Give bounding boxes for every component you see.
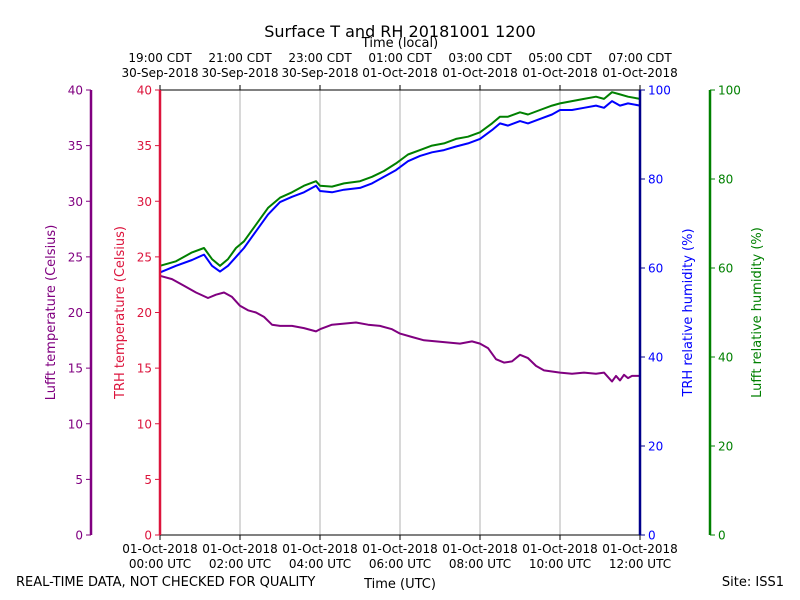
x-tick-time-0: 00:00 UTC — [129, 557, 191, 571]
x-axis-label: Time (UTC) — [363, 577, 436, 592]
top-x-axis-label: Time (local) — [361, 36, 438, 51]
lufft-rh-tick-label-3: 60 — [718, 262, 733, 276]
trh-temp-tick-label-3: 15 — [137, 362, 152, 376]
top-tick-time-6: 07:00 CDT — [608, 51, 672, 65]
trh-temp-tick-label-0: 0 — [144, 529, 152, 543]
x-tick-time-1: 02:00 UTC — [209, 557, 271, 571]
top-tick-date-3: 01-Oct-2018 — [362, 66, 438, 80]
lufft-rh-tick-label-5: 100 — [718, 84, 741, 98]
top-tick-time-0: 19:00 CDT — [128, 51, 192, 65]
top-tick-time-3: 01:00 CDT — [368, 51, 432, 65]
lufft-rh-tick-label-2: 40 — [718, 351, 733, 365]
trh-rh-tick-label-4: 80 — [648, 173, 663, 187]
lufft-rh-tick-label-0: 0 — [718, 529, 726, 543]
top-tick-time-5: 05:00 CDT — [528, 51, 592, 65]
lufft-temp-tick-label-3: 15 — [68, 362, 83, 376]
trh-temp-tick-label-5: 25 — [137, 250, 152, 264]
chart-text: Surface T and RH 20181001 1200 Time (loc… — [264, 22, 536, 592]
trh-temp-tick-label-2: 10 — [137, 417, 152, 431]
series-line-2 — [159, 91, 641, 267]
trh-temp-tick-label-1: 5 — [144, 473, 152, 487]
lufft-temp-label: Lufft temperature (Celsius) — [44, 225, 59, 401]
x-tick-date-0: 01-Oct-2018 — [122, 542, 198, 556]
lufft-temp-tick-label-4: 20 — [68, 306, 83, 320]
x-tick-time-3: 06:00 UTC — [369, 557, 431, 571]
x-tick-time-4: 08:00 UTC — [449, 557, 511, 571]
trh-rh-tick-label-3: 60 — [648, 262, 663, 276]
x-tick-date-1: 01-Oct-2018 — [202, 542, 278, 556]
trh-rh-tick-label-0: 0 — [648, 529, 656, 543]
lufft-temp-tick-label-1: 5 — [75, 473, 83, 487]
lufft-temp-tick-label-2: 10 — [68, 417, 83, 431]
x-tick-date-6: 01-Oct-2018 — [602, 542, 678, 556]
series-line-1 — [159, 100, 641, 274]
lufft-rh-tick-label-1: 20 — [718, 440, 733, 454]
trh-rh-label: TRH relative humidity (%) — [681, 228, 696, 397]
trh-temp-tick-label-8: 40 — [137, 84, 152, 98]
x-tick-time-2: 04:00 UTC — [289, 557, 351, 571]
trh-rh-tick-label-1: 20 — [648, 440, 663, 454]
top-tick-date-6: 01-Oct-2018 — [602, 66, 678, 80]
site-label: Site: ISS1 — [721, 575, 784, 590]
x-tick-date-2: 01-Oct-2018 — [282, 542, 358, 556]
quality-note: REAL-TIME DATA, NOT CHECKED FOR QUALITY — [16, 575, 316, 590]
series-line-0 — [159, 274, 640, 383]
top-tick-time-2: 23:00 CDT — [288, 51, 352, 65]
trh-temp-label: TRH temperature (Celsius) — [113, 226, 128, 400]
top-tick-date-4: 01-Oct-2018 — [442, 66, 518, 80]
top-tick-date-0: 30-Sep-2018 — [121, 66, 198, 80]
lufft-temp-tick-label-5: 25 — [68, 250, 83, 264]
chart-title: Surface T and RH 20181001 1200 — [264, 22, 536, 41]
x-tick-time-5: 10:00 UTC — [529, 557, 591, 571]
x-tick-date-3: 01-Oct-2018 — [362, 542, 438, 556]
trh-rh-tick-label-5: 100 — [648, 84, 671, 98]
trh-temp-tick-label-7: 35 — [137, 139, 152, 153]
top-tick-time-1: 21:00 CDT — [208, 51, 272, 65]
top-tick-time-4: 03:00 CDT — [448, 51, 512, 65]
lufft-temp-tick-label-7: 35 — [68, 139, 83, 153]
top-tick-date-2: 30-Sep-2018 — [281, 66, 358, 80]
lufft-rh-tick-label-4: 80 — [718, 173, 733, 187]
lufft-rh-label: Lufft relative humidity (%) — [750, 227, 765, 398]
lufft-temp-tick-label-8: 40 — [68, 84, 83, 98]
lufft-temp-tick-label-0: 0 — [75, 529, 83, 543]
x-tick-time-6: 12:00 UTC — [609, 557, 671, 571]
top-tick-date-5: 01-Oct-2018 — [522, 66, 598, 80]
lufft-temp-tick-label-6: 30 — [68, 195, 83, 209]
data-series — [159, 91, 641, 383]
trh-temp-tick-label-6: 30 — [137, 195, 152, 209]
x-tick-date-5: 01-Oct-2018 — [522, 542, 598, 556]
x-tick-date-4: 01-Oct-2018 — [442, 542, 518, 556]
trh-temp-tick-label-4: 20 — [137, 306, 152, 320]
grid-lines — [239, 90, 561, 535]
trh-rh-tick-label-2: 40 — [648, 351, 663, 365]
top-tick-date-1: 30-Sep-2018 — [201, 66, 278, 80]
